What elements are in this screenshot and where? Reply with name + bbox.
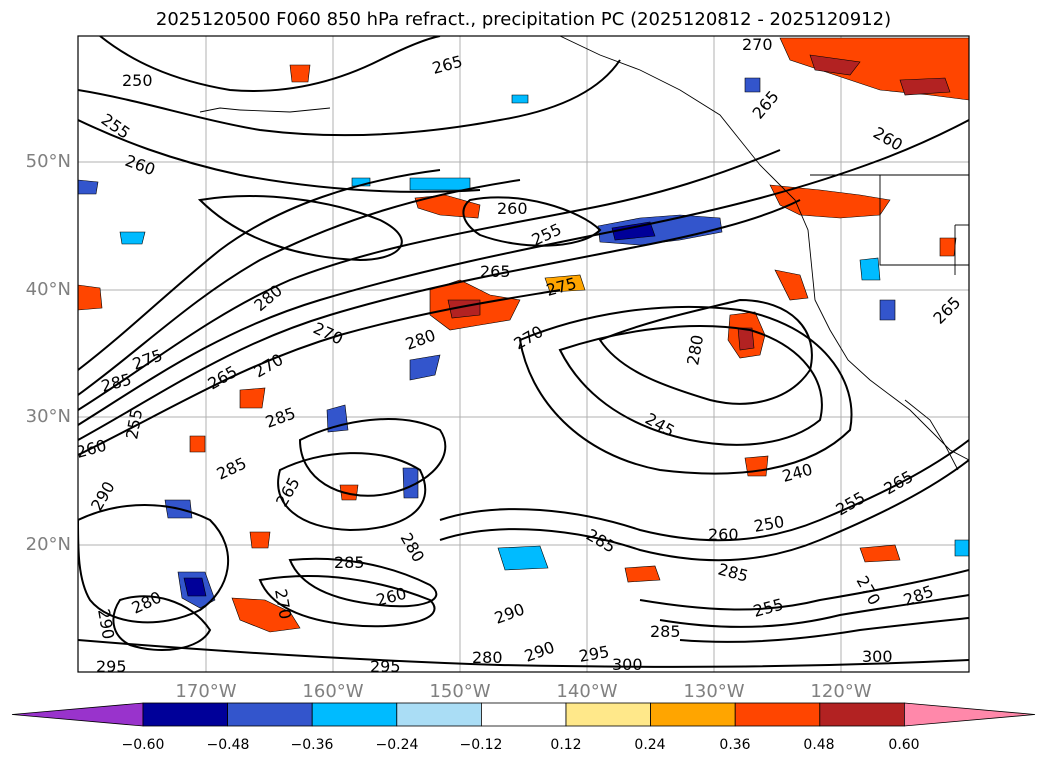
coastlines <box>199 36 969 471</box>
colorbar-tick: 0.12 <box>550 737 582 753</box>
contour-label: 265 <box>480 262 511 281</box>
colorbar-tick: 0.60 <box>888 737 920 753</box>
contour-label: 300 <box>612 655 643 674</box>
colorbar-tick: −0.48 <box>206 737 250 753</box>
lon-label-130w: 130°W <box>683 681 745 702</box>
colorbar-swatch <box>311 702 398 727</box>
contour-label: 250 <box>122 71 153 90</box>
colorbar-extend-low <box>11 702 144 727</box>
lat-label-30: 30°N <box>25 406 71 427</box>
precip-shading <box>78 37 969 633</box>
contour-label: 270 <box>742 35 773 54</box>
colorbar-tick: −0.12 <box>459 737 503 753</box>
contour-label: 260 <box>497 199 528 218</box>
colorbar-swatch <box>480 702 567 727</box>
lon-label-140w: 140°W <box>556 681 618 702</box>
lat-label-40: 40°N <box>25 279 71 300</box>
refractivity-contours <box>78 36 969 668</box>
colorbar-swatch <box>227 702 313 727</box>
colorbar-tick: 0.36 <box>719 737 751 753</box>
contour-label: 280 <box>472 648 503 667</box>
colorbar-extend-high <box>904 702 1036 727</box>
contour-label: 285 <box>650 622 681 641</box>
colorbar-swatch <box>565 702 651 727</box>
colorbar-swatch <box>650 702 736 727</box>
contour-label: 295 <box>370 657 401 676</box>
lat-label-20: 20°N <box>25 534 71 555</box>
lon-label-120w: 120°W <box>810 681 872 702</box>
lon-label-150w: 150°W <box>429 681 491 702</box>
contour-label: 300 <box>862 647 893 666</box>
colorbar-swatch <box>734 702 821 727</box>
lon-label-170w: 170°W <box>175 681 237 702</box>
contour-label: 295 <box>96 657 127 676</box>
colorbar-tick: −0.36 <box>290 737 334 753</box>
colorbar <box>11 702 1036 727</box>
colorbar-swatch <box>819 702 905 727</box>
colorbar-tick: 0.48 <box>803 737 835 753</box>
colorbar-swatch <box>142 702 228 727</box>
lon-label-160w: 160°W <box>302 681 364 702</box>
contour-label: 285 <box>334 553 365 572</box>
contour-label: 260 <box>708 525 739 544</box>
lat-label-50: 50°N <box>25 151 71 172</box>
colorbar-tick: −0.24 <box>375 737 419 753</box>
colorbar-swatch <box>396 702 482 727</box>
precip-blob-ne-core <box>809 54 861 76</box>
colorbar-tick: −0.60 <box>121 737 165 753</box>
colorbar-tick: 0.24 <box>634 737 666 753</box>
map-title: 2025120500 F060 850 hPa refract., precip… <box>155 9 892 30</box>
